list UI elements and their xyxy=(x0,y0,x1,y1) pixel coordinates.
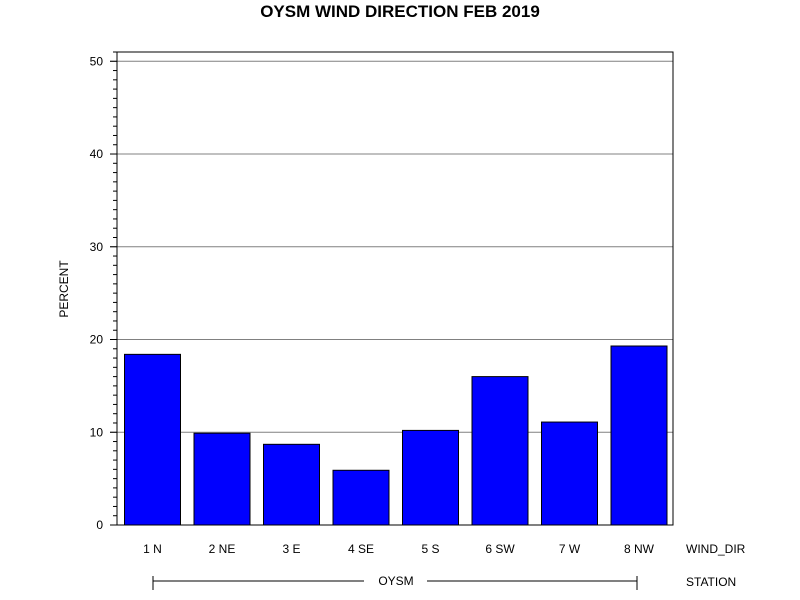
bar xyxy=(610,345,668,526)
station-label: STATION xyxy=(686,575,736,589)
x-axis-label: WIND_DIR xyxy=(686,542,746,556)
x-tick-label: 7 W xyxy=(559,542,581,556)
bar xyxy=(402,429,459,526)
x-tick-label: 5 S xyxy=(421,542,439,556)
y-tick-label: 40 xyxy=(90,147,104,161)
y-tick-label: 30 xyxy=(90,240,104,254)
y-axis: 0 10 20 30 40 50 xyxy=(90,51,117,532)
bar xyxy=(471,376,529,526)
bar xyxy=(332,469,390,526)
y-tick-label: 0 xyxy=(96,518,103,532)
x-axis: 1 N 2 NE 3 E 4 SE 5 S 6 SW 7 W 8 NW xyxy=(143,542,655,556)
bar xyxy=(541,421,598,526)
plot-frame xyxy=(116,51,674,526)
bar xyxy=(124,353,181,526)
gridlines xyxy=(110,60,673,433)
bar xyxy=(193,432,251,526)
x-tick-label: 6 SW xyxy=(485,542,515,556)
x-tick-label: 8 NW xyxy=(624,542,655,556)
y-tick-label: 10 xyxy=(90,425,104,439)
bars xyxy=(124,345,668,526)
station-group: OYSM xyxy=(152,574,638,590)
bar xyxy=(263,443,320,526)
x-tick-label: 1 N xyxy=(143,542,162,556)
chart-title: OYSM WIND DIRECTION FEB 2019 xyxy=(260,2,540,21)
x-tick-label: 3 E xyxy=(282,542,300,556)
y-tick-label: 50 xyxy=(90,54,104,68)
x-tick-label: 2 NE xyxy=(209,542,236,556)
x-tick-label: 4 SE xyxy=(348,542,374,556)
y-axis-label: PERCENT xyxy=(57,260,71,318)
y-tick-label: 20 xyxy=(90,333,104,347)
station-name: OYSM xyxy=(378,574,413,588)
